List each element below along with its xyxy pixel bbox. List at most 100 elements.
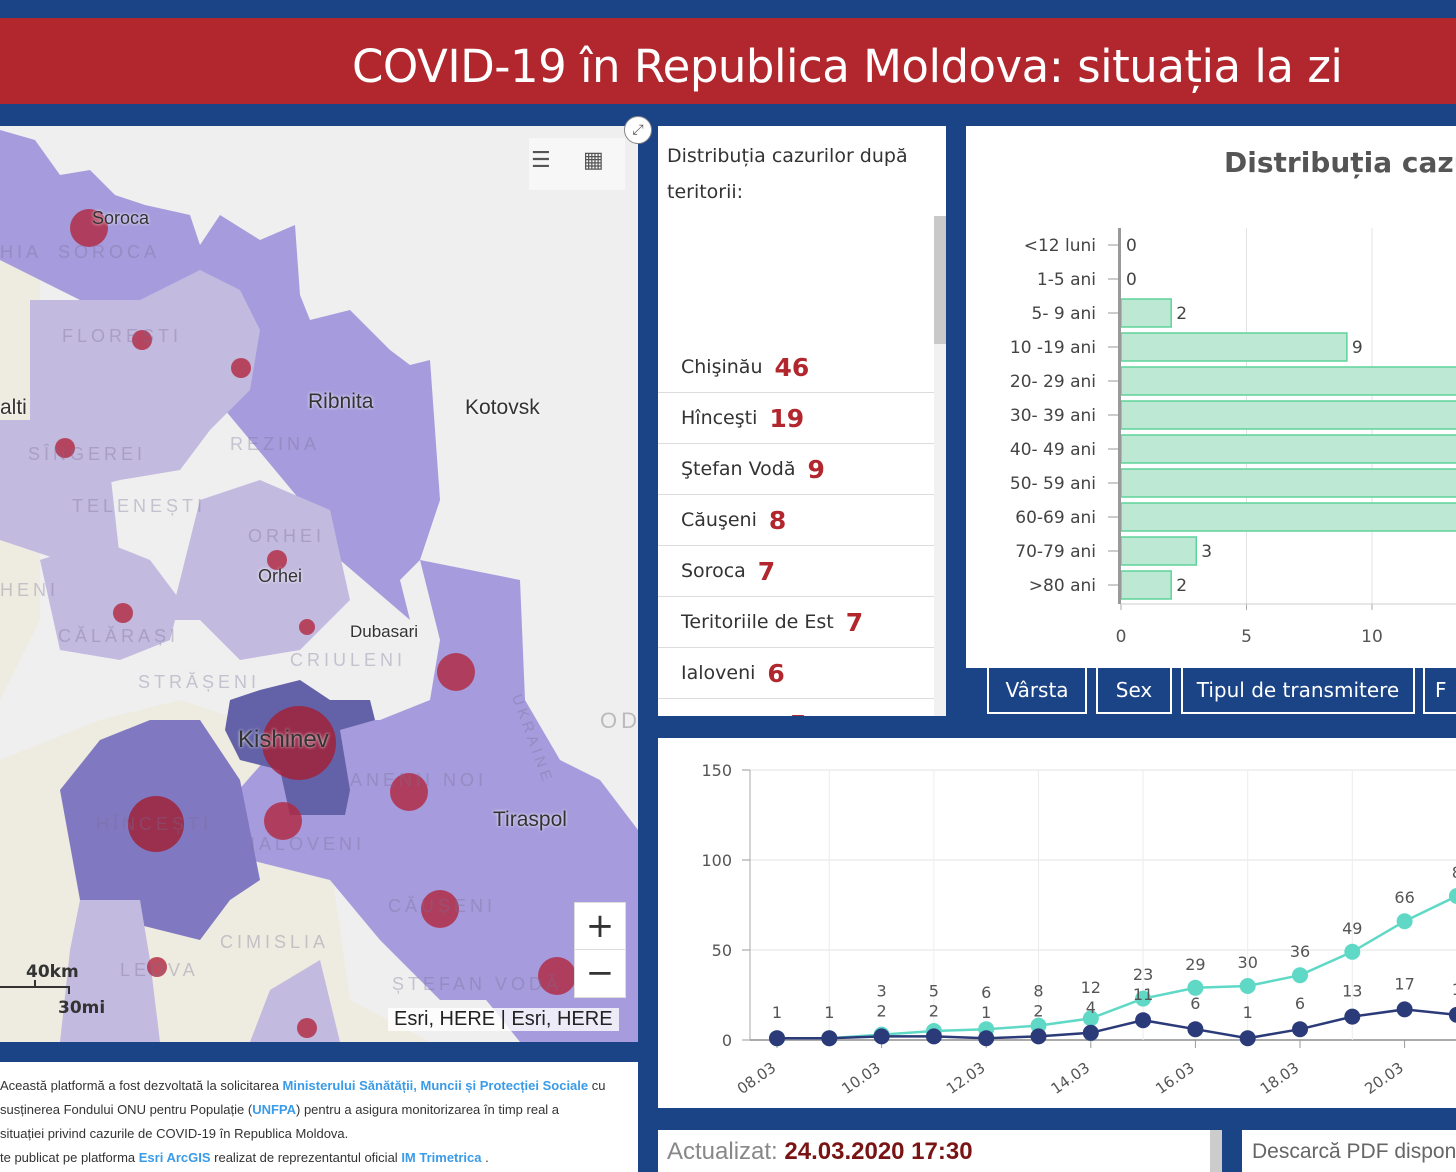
case-marker[interactable] xyxy=(262,706,336,780)
data-label: 0 xyxy=(1126,270,1137,290)
case-marker[interactable] xyxy=(70,209,108,247)
updated-panel: Actualizat: 24.03.2020 17:30 xyxy=(658,1130,1222,1172)
district-label: ORHEI xyxy=(248,526,326,546)
data-label: 17 xyxy=(1394,974,1414,993)
series-line xyxy=(777,1008,1456,1040)
list-item[interactable]: Ştefan Vodă 9 xyxy=(658,444,934,495)
data-label: 1 xyxy=(1243,1003,1253,1022)
district-orhei[interactable] xyxy=(170,480,350,660)
district-label: TELENEȘTI xyxy=(72,496,207,516)
ministry-link[interactable]: Ministerului Sănătății, Muncii și Protec… xyxy=(282,1078,589,1093)
list-item[interactable]: Căuşeni 8 xyxy=(658,495,934,546)
list-item[interactable]: Hînceşti 19 xyxy=(658,393,934,444)
case-marker[interactable] xyxy=(113,603,133,623)
list-item[interactable]: Anenii Noi 5 xyxy=(658,699,934,717)
data-point xyxy=(1030,1028,1047,1045)
case-marker[interactable] xyxy=(390,773,428,811)
district-calarasi[interactable] xyxy=(40,540,180,660)
case-marker[interactable] xyxy=(55,438,75,458)
zoom-in-button[interactable]: + xyxy=(575,903,625,950)
age-chart-panel: Distribuția cazur 0 5 10 <12 luni 0 1-5 ani 0 5… xyxy=(966,126,1456,668)
list-item[interactable]: Teritoriile de Est 7 xyxy=(658,597,934,648)
header-bar: COVID-19 în Republica Moldova: situația … xyxy=(0,18,1456,104)
x-tick-label: 0 xyxy=(1116,627,1127,647)
tab-transmitere[interactable]: Tipul de transmitere xyxy=(1181,668,1415,714)
data-label: 1 xyxy=(824,1003,834,1022)
case-marker[interactable] xyxy=(264,802,302,840)
territory-count: 7 xyxy=(757,556,776,586)
district-label: ANENII NOI xyxy=(350,770,488,790)
list-item[interactable]: Soroca 7 xyxy=(658,546,934,597)
case-marker[interactable] xyxy=(538,957,576,995)
bar xyxy=(1120,434,1456,464)
case-marker[interactable] xyxy=(147,957,167,977)
unfpa-link[interactable]: UNFPA xyxy=(252,1102,297,1117)
data-point xyxy=(1344,1008,1361,1025)
district-leova[interactable] xyxy=(60,900,160,1042)
category-label: 40- 49 ani xyxy=(1010,440,1096,460)
territory-name: Soroca xyxy=(681,560,746,582)
data-label: 1 xyxy=(772,1003,782,1022)
updated-scrollbar[interactable] xyxy=(1210,1130,1222,1172)
age-bar-chart: 0 5 10 <12 luni 0 1-5 ani 0 5- 9 ani 2 10 -19 ani… xyxy=(1010,228,1456,647)
list-item[interactable]: Ialoveni 6 xyxy=(658,648,934,699)
data-label: 6 xyxy=(1190,994,1200,1013)
case-marker[interactable] xyxy=(231,358,251,378)
case-marker[interactable] xyxy=(267,550,287,570)
data-label: 5 xyxy=(929,981,939,1000)
map-view[interactable]: SOROCA FLOREȘTI SÎNGEREI REZINA TELENEȘT… xyxy=(0,126,638,1042)
place-label: Ribnita xyxy=(308,390,374,413)
data-point xyxy=(1082,1010,1099,1027)
territory-count: 9 xyxy=(807,454,825,484)
category-label: 5- 9 ani xyxy=(1032,304,1097,324)
case-marker[interactable] xyxy=(297,1018,317,1038)
district-cimislia-south[interactable] xyxy=(250,960,340,1042)
district-singerei[interactable] xyxy=(0,420,120,560)
chart-tabs: Vârsta Sex Tipul de transmitere F xyxy=(966,668,1456,716)
data-label: 3 xyxy=(877,981,887,1000)
data-label: 2 xyxy=(1033,1001,1043,1020)
case-marker[interactable] xyxy=(132,330,152,350)
esri-arcgis-link[interactable]: Esri ArcGIS xyxy=(138,1150,211,1165)
trimetrica-link[interactable]: IM Trimetrica xyxy=(401,1150,482,1165)
daily-cases-panel: 0 50 100 150 08.03 10.03 12.03 14.03 16.03 18.03 2… xyxy=(658,738,1456,1108)
x-tick-label: 14.03 xyxy=(1048,1059,1094,1098)
scale-bar: 40km 30mi xyxy=(0,960,105,1020)
zoom-out-button[interactable]: − xyxy=(585,953,615,993)
x-tick-label: 10 xyxy=(1361,627,1383,647)
district-label: IALOVENI xyxy=(250,834,366,854)
list-item[interactable]: Chişinău 46 xyxy=(658,342,934,393)
basemap-gallery-icon[interactable]: ▦ xyxy=(583,148,604,173)
territory-name: Hînceşti xyxy=(681,407,758,429)
bar xyxy=(1120,366,1456,396)
bar xyxy=(1120,570,1172,600)
case-marker[interactable] xyxy=(128,796,184,852)
district-label: ȘTEFAN VODĂ xyxy=(392,974,563,994)
bar xyxy=(1120,502,1456,532)
district-label: HIA xyxy=(0,242,43,262)
data-label: 9 xyxy=(1352,338,1363,358)
bar xyxy=(1120,400,1456,430)
case-marker[interactable] xyxy=(437,653,475,691)
place-label: Kotovsk xyxy=(465,396,540,419)
map-widgets: ☰ ▦ xyxy=(529,138,625,190)
download-pdf-link[interactable]: Descarcă PDF disponi xyxy=(1242,1130,1456,1172)
category-label: >80 ani xyxy=(1029,576,1096,596)
list-title: Distribuția cazurilor după teritorii: xyxy=(667,145,908,203)
data-label: 29 xyxy=(1185,955,1205,974)
tab-sex[interactable]: Sex xyxy=(1096,668,1172,714)
territory-name: Căuşeni xyxy=(681,509,757,531)
district-label: SOROCA xyxy=(58,242,161,262)
case-marker[interactable] xyxy=(421,890,459,928)
expand-icon[interactable]: ⤢ xyxy=(624,116,652,144)
legend-icon[interactable]: ☰ xyxy=(531,148,551,173)
list-scrollbar-thumb[interactable] xyxy=(934,216,946,344)
category-label: 70-79 ani xyxy=(1015,542,1096,562)
case-marker[interactable] xyxy=(299,619,315,635)
data-label: 6 xyxy=(1295,994,1305,1013)
category-label: 20- 29 ani xyxy=(1010,372,1096,392)
tab-f[interactable]: F xyxy=(1423,668,1456,714)
tab-varsta[interactable]: Vârsta xyxy=(987,668,1087,714)
data-point xyxy=(1396,913,1413,930)
place-label: Kishinev xyxy=(238,726,329,753)
